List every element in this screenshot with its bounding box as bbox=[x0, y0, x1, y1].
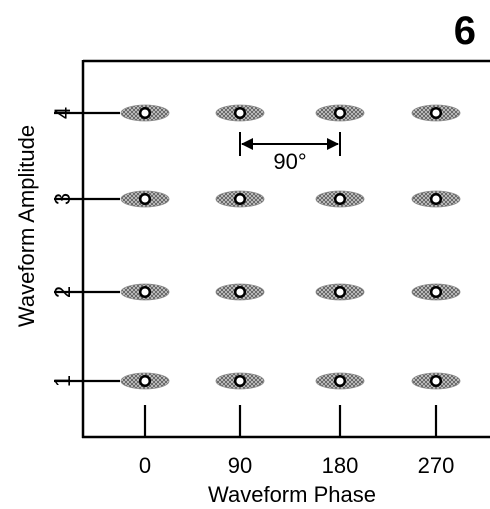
phase-spacing-annotation: 90° bbox=[239, 132, 341, 174]
constellation-point bbox=[233, 106, 247, 120]
x-tick-label: 90 bbox=[228, 453, 252, 478]
constellation-points bbox=[120, 104, 461, 390]
x-tick-label: 180 bbox=[322, 453, 359, 478]
constellation-point bbox=[429, 285, 443, 299]
arrowhead-right-icon bbox=[327, 138, 339, 150]
constellation-point bbox=[233, 192, 247, 206]
constellation-point bbox=[138, 192, 152, 206]
constellation-point bbox=[429, 192, 443, 206]
annotation-label: 90° bbox=[273, 149, 306, 174]
panel-label: 6 bbox=[454, 9, 476, 53]
y-tick-label: 2 bbox=[50, 286, 75, 298]
constellation-point bbox=[138, 106, 152, 120]
constellation-point bbox=[233, 374, 247, 388]
x-tick-group: 0 90 180 270 bbox=[139, 405, 454, 478]
constellation-point bbox=[333, 374, 347, 388]
constellation-point bbox=[138, 285, 152, 299]
constellation-point bbox=[429, 106, 443, 120]
arrowhead-left-icon bbox=[241, 138, 253, 150]
y-axis-label: Waveform Amplitude bbox=[14, 125, 39, 327]
x-axis-label: Waveform Phase bbox=[208, 482, 376, 507]
constellation-point bbox=[333, 106, 347, 120]
constellation-point bbox=[429, 374, 443, 388]
axes-frame bbox=[81, 59, 490, 439]
constellation-point bbox=[138, 374, 152, 388]
x-tick-label: 270 bbox=[418, 453, 455, 478]
y-tick-label: 3 bbox=[50, 193, 75, 205]
y-tick-label: 4 bbox=[50, 107, 75, 119]
constellation-point bbox=[333, 192, 347, 206]
constellation-point bbox=[333, 285, 347, 299]
x-tick-label: 0 bbox=[139, 453, 151, 478]
y-tick-group: 1 2 3 4 bbox=[50, 107, 120, 387]
constellation-point bbox=[233, 285, 247, 299]
y-tick-label: 1 bbox=[50, 375, 75, 387]
